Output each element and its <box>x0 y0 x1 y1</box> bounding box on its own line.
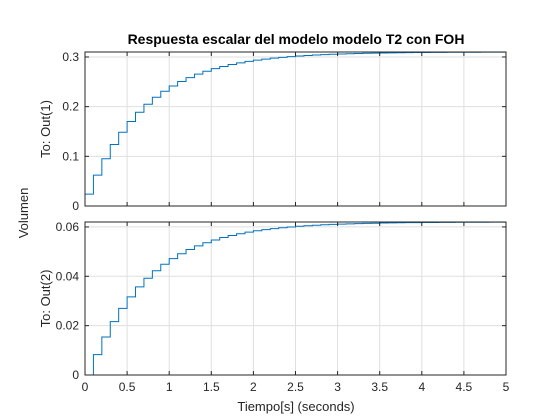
y-axis-label: Volumen <box>16 188 31 239</box>
y-tick-label: 0 <box>72 199 79 213</box>
x-tick-label: 3 <box>334 380 341 394</box>
y-tick-label: 0.04 <box>56 269 80 283</box>
x-axis-label: Tiempo[s] (seconds) <box>237 399 354 414</box>
x-tick-label: 4 <box>418 380 425 394</box>
x-tick-label: 2 <box>250 380 257 394</box>
x-tick-label: 0.5 <box>119 380 136 394</box>
y-tick-label: 0.2 <box>62 100 79 114</box>
y-tick-label: 0.1 <box>62 149 79 163</box>
subplots-group: 0 0.1 0.2 0.3 To: Out(1) 0 0.5 1 1.5 2 2.5 3 3.5 4 4.5… <box>38 50 510 394</box>
x-tick-label: 1 <box>166 380 173 394</box>
x-tick-label: 5 <box>503 380 510 394</box>
y-tick-label: 0 <box>72 368 79 382</box>
x-tick-label: 3.5 <box>371 380 388 394</box>
subplot-ylabel: To: Out(2) <box>38 270 53 328</box>
x-tick-label: 2.5 <box>287 380 304 394</box>
y-tick-label: 0.3 <box>62 50 79 64</box>
y-tick-label: 0.06 <box>56 220 80 234</box>
subplot-1: 0 0.1 0.2 0.3 To: Out(1) <box>38 50 507 213</box>
subplot-2: 0 0.5 1 1.5 2 2.5 3 3.5 4 4.5 5 0 0.02 0.04 0.06 To: Ou… <box>38 220 510 394</box>
x-tick-label: 1.5 <box>203 380 220 394</box>
y-tick-label: 0.02 <box>56 319 80 333</box>
subplot-ylabel: To: Out(1) <box>38 100 53 158</box>
x-tick-label: 0 <box>82 380 89 394</box>
x-tick-label: 4.5 <box>456 380 473 394</box>
chart-title: Respuesta escalar del modelo modelo T2 c… <box>128 31 465 47</box>
